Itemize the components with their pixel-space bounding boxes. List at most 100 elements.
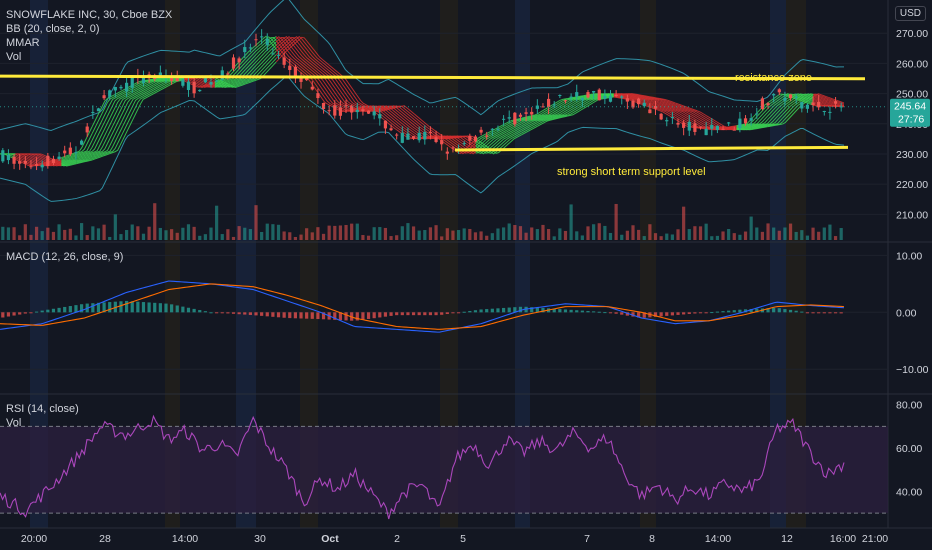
candle-body — [108, 90, 112, 97]
mmar-ribbon-line — [153, 83, 170, 93]
macd-histogram-bar — [1, 312, 5, 318]
volume-bar — [800, 230, 804, 240]
mmar-ribbon-line — [61, 154, 77, 161]
mmar-ribbon-line — [275, 35, 292, 49]
time-tick-label: 14:00 — [705, 533, 731, 545]
mmar-ribbon-line — [567, 95, 584, 100]
macd-histogram-bar — [777, 308, 781, 313]
macd-histogram-bar — [411, 312, 416, 316]
mmar-ribbon-line — [567, 98, 584, 109]
time-tick-label: 2 — [394, 533, 400, 545]
mmar-ribbon-line — [352, 102, 369, 112]
volume-bar — [141, 233, 146, 240]
volume-bar — [541, 224, 545, 240]
macd-histogram-bar — [186, 307, 191, 313]
candle-body — [350, 105, 354, 113]
mmar-ribbon-line — [383, 105, 400, 110]
mmar-ribbon-line — [137, 79, 154, 87]
mmar-ribbon-line — [15, 153, 31, 163]
volume-bar — [226, 229, 230, 240]
macd-histogram-bar — [400, 312, 404, 316]
candle-body — [316, 93, 320, 99]
candle-body — [51, 158, 56, 164]
candle-body — [40, 164, 44, 168]
mmar-ribbon-line — [291, 55, 308, 70]
candle-body — [96, 108, 101, 112]
bb-legend: BB (20, close, 2, 0) — [6, 23, 100, 35]
mmar-ribbon-line — [306, 40, 323, 60]
candle-body — [501, 118, 506, 120]
candle-body — [34, 164, 39, 166]
mmar-ribbon-line — [91, 129, 108, 154]
mmar-ribbon-line — [506, 132, 522, 144]
candle-body — [485, 135, 489, 137]
volume-bar — [215, 205, 219, 240]
candle-body — [794, 96, 798, 98]
volume-bar — [333, 225, 337, 240]
mmar-ribbon-line — [61, 158, 77, 164]
mmar-ribbon-line — [675, 104, 691, 112]
macd-histogram-bar — [96, 302, 101, 313]
volume-bar — [501, 227, 506, 240]
mmar-ribbon-line — [106, 99, 124, 131]
mmar-ribbon-line — [230, 79, 246, 87]
volume-bar — [648, 224, 652, 240]
mmar-ribbon-line — [751, 124, 768, 129]
mmar-ribbon-line — [460, 136, 476, 149]
macd-histogram-bar — [490, 308, 494, 313]
volume-bar — [395, 235, 399, 240]
macd-histogram-bar — [698, 312, 703, 314]
mmar-ribbon-line — [137, 91, 154, 103]
macd-histogram-bar — [18, 312, 22, 315]
macd-histogram-bar — [766, 308, 770, 313]
volume-bar — [479, 231, 483, 240]
candle-body — [721, 128, 725, 130]
mmar-ribbon-line — [767, 123, 783, 128]
volume-bar — [704, 223, 708, 240]
price-tick-label: 210.00 — [896, 209, 928, 221]
signal-line — [0, 283, 845, 330]
mmar-ribbon-line — [230, 76, 246, 84]
volume-bar — [260, 231, 264, 240]
volume-bar — [727, 228, 731, 240]
mmar-ribbon-line — [91, 98, 108, 128]
mmar-ribbon-line — [137, 78, 154, 83]
mmar-ribbon-line — [260, 41, 277, 58]
time-tick-label: 5 — [460, 533, 466, 545]
mmar-ribbon-line — [552, 97, 568, 106]
candle-body — [625, 98, 629, 102]
volume-bar — [631, 225, 635, 240]
volume-bar — [34, 226, 39, 240]
mmar-ribbon-line — [414, 129, 430, 140]
mmar-ribbon-line — [767, 121, 783, 127]
candle-body — [6, 154, 11, 161]
mmar-ribbon-line — [76, 126, 93, 153]
mmar-ribbon-line — [521, 113, 538, 119]
macd-histogram-bar — [288, 312, 292, 319]
mmar-ribbon-line — [583, 96, 599, 100]
volume-bar — [440, 236, 444, 240]
macd-histogram-bar — [620, 312, 624, 315]
macd-histogram-bar — [817, 312, 821, 314]
mmar-ribbon-line — [751, 112, 768, 126]
candle-body — [434, 137, 438, 142]
macd-histogram-bar — [440, 312, 444, 315]
mmar-ribbon-line — [659, 100, 676, 108]
macd-histogram-bar — [772, 307, 776, 313]
mmar-ribbon-line — [398, 126, 415, 139]
candle-body — [338, 107, 343, 116]
volume-bar — [743, 231, 748, 240]
mmar-ribbon-line — [91, 122, 108, 152]
currency-button[interactable]: USD — [894, 6, 926, 21]
volume-bar — [507, 223, 511, 240]
volume-bar — [794, 231, 798, 240]
macd-histogram-bar — [344, 312, 348, 321]
macd-histogram-bar — [670, 312, 674, 316]
macd-histogram-bar — [170, 304, 174, 313]
macd-histogram-bar — [659, 312, 663, 317]
mmar-ribbon-line — [705, 114, 722, 125]
volume-bar — [378, 227, 382, 240]
volume-bar — [462, 228, 466, 240]
candle-body — [378, 114, 382, 119]
